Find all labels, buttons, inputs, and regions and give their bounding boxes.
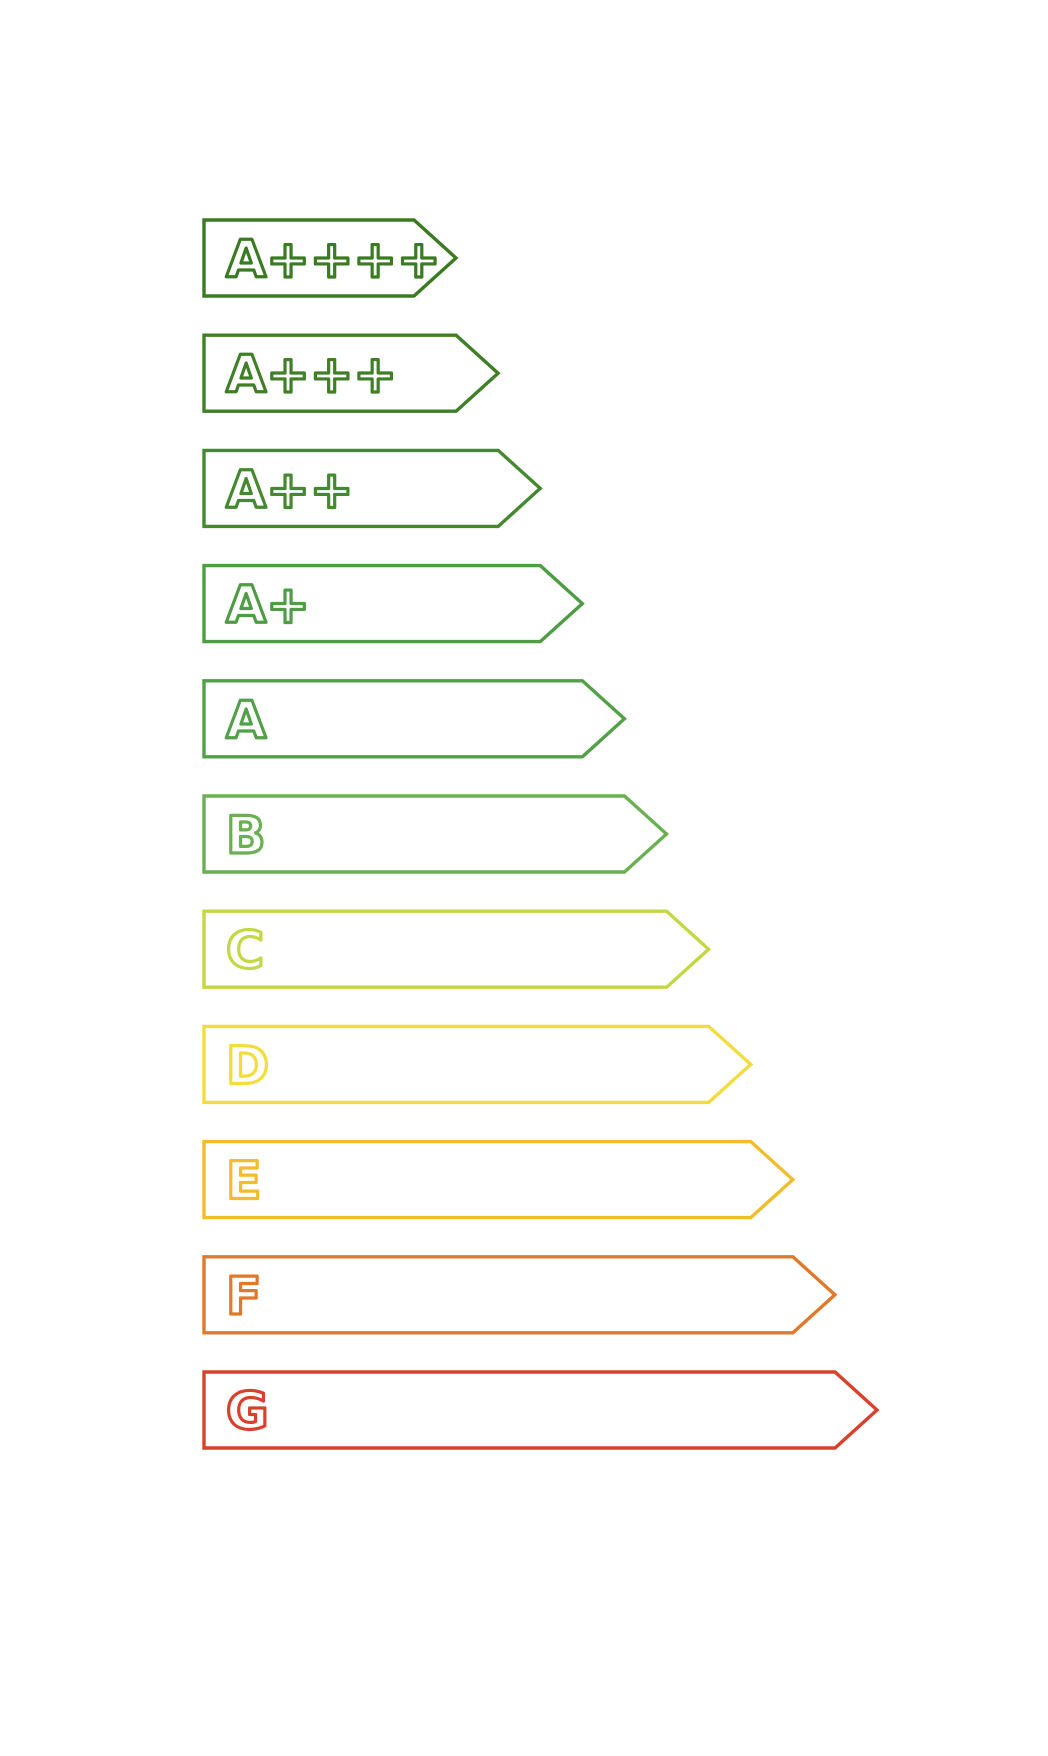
energy-class-row: A+++ bbox=[202, 333, 501, 413]
energy-class-arrow bbox=[202, 1255, 838, 1335]
energy-class-arrow bbox=[202, 563, 585, 644]
energy-class-row: A+ bbox=[202, 563, 585, 644]
energy-class-arrow bbox=[202, 1370, 880, 1450]
energy-class-label: E bbox=[226, 1152, 262, 1212]
energy-class-row: A++ bbox=[202, 448, 543, 529]
energy-class-row: A bbox=[202, 679, 627, 759]
energy-class-arrow bbox=[202, 909, 712, 989]
energy-class-row: E bbox=[202, 1139, 796, 1220]
energy-class-label: A++++ bbox=[226, 230, 441, 290]
energy-class-row: F bbox=[202, 1255, 838, 1335]
energy-class-label: F bbox=[226, 1267, 262, 1327]
energy-class-label: A+++ bbox=[226, 345, 397, 405]
energy-class-row: G bbox=[202, 1370, 880, 1450]
energy-class-row: A++++ bbox=[202, 218, 459, 298]
energy-class-row: C bbox=[202, 909, 712, 989]
energy-class-label: A+ bbox=[226, 576, 310, 636]
energy-class-arrow bbox=[202, 448, 543, 529]
energy-class-label: D bbox=[226, 1036, 269, 1096]
energy-class-arrow bbox=[202, 679, 627, 759]
energy-class-arrow bbox=[202, 1024, 754, 1105]
energy-class-arrow bbox=[202, 1139, 796, 1220]
energy-class-label: B bbox=[226, 806, 266, 866]
energy-class-arrow bbox=[202, 794, 670, 874]
energy-class-row: D bbox=[202, 1024, 754, 1105]
energy-class-label: A++ bbox=[226, 460, 353, 520]
energy-class-label: C bbox=[226, 921, 264, 981]
energy-class-arrow bbox=[202, 218, 459, 298]
energy-class-arrow bbox=[202, 333, 501, 413]
energy-class-label: A bbox=[226, 691, 266, 751]
energy-class-label: G bbox=[226, 1382, 269, 1442]
energy-class-row: B bbox=[202, 794, 670, 874]
